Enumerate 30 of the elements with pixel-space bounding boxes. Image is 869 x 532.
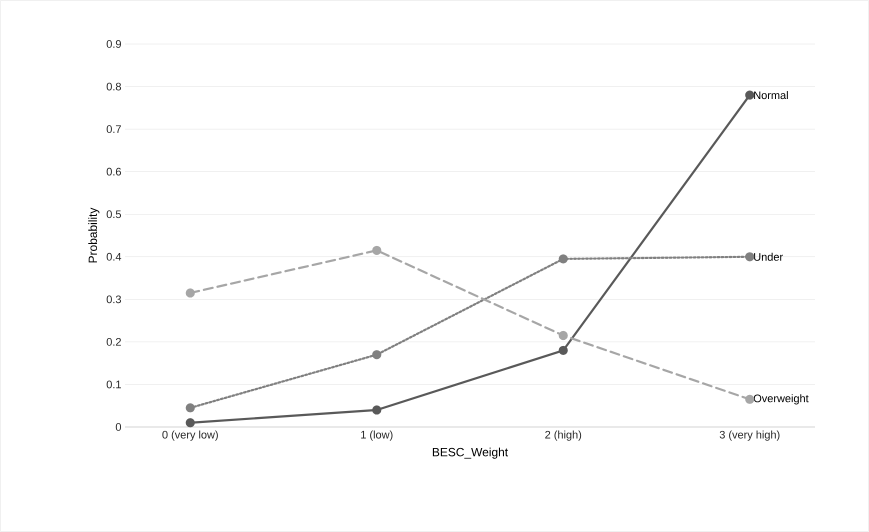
x-tick-label: 2 (high)	[545, 430, 582, 441]
point	[558, 346, 568, 355]
y-tick-label: 0.9	[106, 40, 121, 48]
y-tick-label: 0.3	[106, 295, 121, 304]
x-tick-label: 3 (very high)	[720, 430, 780, 441]
point	[745, 252, 754, 262]
x-tick-label: 0 (very low)	[162, 430, 218, 441]
point	[186, 403, 195, 412]
point	[372, 246, 382, 255]
y-tick-label: 0.1	[106, 380, 121, 388]
y-tick-label: 0.2	[106, 338, 121, 346]
y-tick-label: 0.4	[106, 252, 122, 261]
y-tick-label: 0.5	[106, 210, 122, 218]
series-label: Overweight	[754, 394, 809, 404]
point	[372, 405, 382, 415]
y-tick-label: 0	[116, 423, 122, 431]
point	[745, 90, 754, 100]
series-label: Under	[754, 252, 783, 261]
x-axis-title: BESC_Weight	[432, 448, 508, 459]
point	[186, 288, 195, 298]
point	[186, 418, 195, 428]
series-label: Normal	[754, 91, 788, 100]
x-tick-label: 1 (low)	[361, 430, 393, 441]
y-tick-label: 0.7	[106, 125, 121, 133]
point	[372, 350, 382, 360]
y-tick-label: 0.6	[106, 168, 121, 176]
y-axis-title: Probability	[88, 208, 100, 262]
y-tick-label: 0.8	[106, 82, 121, 90]
point	[558, 330, 568, 340]
point	[558, 254, 568, 264]
